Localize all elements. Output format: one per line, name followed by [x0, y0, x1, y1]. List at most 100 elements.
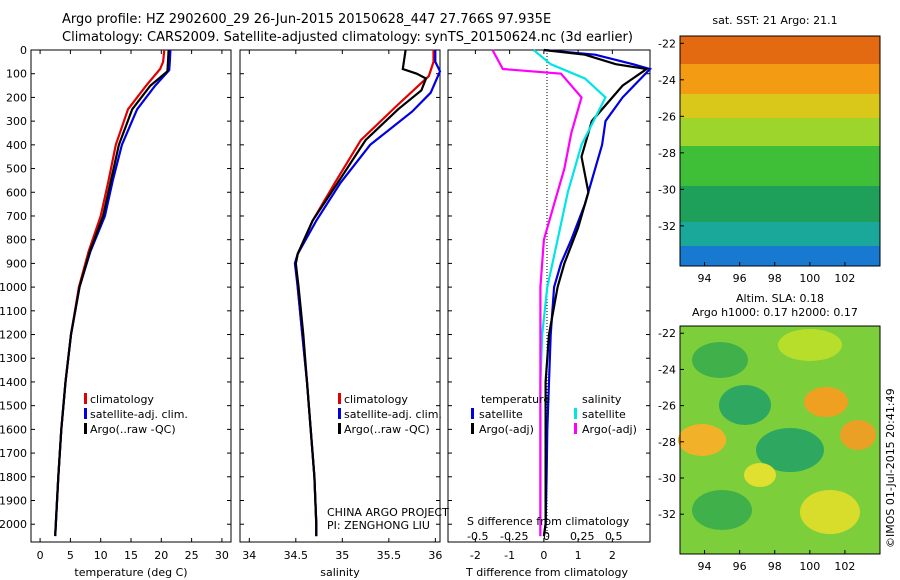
y-tick-label: 1500 [0, 400, 27, 413]
y-tick-label: 1200 [0, 329, 27, 342]
y-tick-label: 1700 [0, 447, 27, 460]
legend-swatch-climatology [84, 393, 87, 404]
title-line-2: Climatology: CARS2009. Satellite-adjuste… [62, 30, 633, 45]
sst-map-ticks: 94 96 98 100 102 -22 -24 -26 -28 -30 -32 [658, 37, 855, 285]
sst-band [680, 246, 880, 266]
sla-map [678, 325, 881, 555]
x-tick-label: 35 [335, 549, 349, 562]
x-tick-label: 1 [575, 549, 582, 562]
y-tick-label: 1900 [0, 495, 27, 508]
x-tick-label: 10 [94, 549, 108, 562]
map-y-tick-label: -24 [658, 363, 676, 376]
sla-blob [840, 420, 876, 450]
x-tick-label: 35.5 [377, 549, 402, 562]
y-tick-label: 300 [6, 115, 27, 128]
sst-map [679, 35, 881, 267]
x-tick-label: 2 [609, 549, 616, 562]
legend-label-climatology: climatology [344, 393, 408, 406]
sst-band [680, 94, 880, 118]
series-line-argo-adj- [491, 49, 583, 537]
y-tick-label: 200 [6, 91, 27, 104]
map-x-tick-label: 100 [799, 560, 820, 573]
y-tick-label: 500 [6, 163, 27, 176]
sla-blob [678, 424, 726, 456]
difference-panel-frame [447, 49, 651, 543]
credit-stamp: ©IMOS 01-Jul-2015 20:41:49 [884, 388, 897, 548]
sla-blob [756, 428, 824, 472]
secondary-axis-label: S difference from climatology [467, 515, 630, 528]
map-x-tick-label: 98 [768, 272, 782, 285]
series-line-argo-raw-qc- [294, 49, 428, 537]
sla-map-title-1: Altim. SLA: 0.18 [736, 292, 824, 305]
map-x-tick-label: 94 [698, 272, 712, 285]
map-y-tick-label: -28 [658, 436, 676, 449]
sla-blob [778, 329, 842, 361]
difference-axis-label: T difference from climatology [465, 566, 628, 579]
y-tick-label: 1100 [0, 305, 27, 318]
sla-map-ticks: 94 96 98 100 102 -22 -24 -26 -28 -30 -32 [658, 327, 855, 573]
legend-label-climatology: climatology [90, 393, 154, 406]
legend-label-satellite: satellite-adj. clim. [344, 408, 442, 421]
secondary-tick: -0.5 [467, 530, 488, 543]
map-y-tick-label: -32 [658, 508, 676, 521]
sla-map-title-2: Argo h1000: 0.17 h2000: 0.17 [692, 306, 858, 319]
secondary-tick: 0.5 [605, 530, 623, 543]
x-tick-label: 25 [185, 549, 199, 562]
map-y-tick-label: -28 [658, 147, 676, 160]
salinity-axis-label: salinity [320, 566, 360, 579]
map-x-tick-label: 94 [698, 560, 712, 573]
y-tick-label: 1400 [0, 376, 27, 389]
legend-label-s-satellite: satellite [582, 408, 626, 421]
map-y-tick-label: -30 [658, 183, 676, 196]
secondary-ticks: -0.5 -0.25 0 0.25 0.5 [467, 530, 623, 543]
y-tick-label: 1000 [0, 281, 27, 294]
x-tick-label: 20 [154, 549, 168, 562]
legend-swatch-t-argo [471, 423, 474, 434]
x-tick-label: 15 [124, 549, 138, 562]
map-y-tick-label: -22 [658, 327, 676, 340]
sla-map-frame [679, 325, 881, 555]
map-y-tick-label: -26 [658, 400, 676, 413]
legend-label-s-argo: Argo(-adj) [582, 423, 637, 436]
y-tick-label: 900 [6, 257, 27, 270]
secondary-tick: -0.25 [500, 530, 528, 543]
legend-swatch-s-satellite [574, 408, 577, 419]
profile-lines [54, 48, 653, 537]
legend-label-t-satellite: satellite [479, 408, 523, 421]
temperature-axis-label: temperature (deg C) [74, 566, 187, 579]
legend-label-argo: Argo(..raw -QC) [344, 423, 430, 436]
map-y-tick-label: -32 [658, 220, 676, 233]
sst-band [680, 64, 880, 94]
y-tick-label: 800 [6, 234, 27, 247]
salinity-legend: climatology satellite-adj. clim. Argo(..… [338, 393, 442, 436]
legend-label-argo: Argo(..raw -QC) [90, 423, 176, 436]
sla-blob [800, 490, 860, 534]
y-tick-label: 1800 [0, 471, 27, 484]
legend-title-salinity: salinity [582, 393, 622, 406]
secondary-tick: 0 [543, 530, 550, 543]
sst-band [680, 222, 880, 246]
x-tick-label: 34 [242, 549, 256, 562]
x-tick-label: 30 [215, 549, 229, 562]
legend-title-temperature: temperature [481, 393, 550, 406]
x-tick-label: -1 [504, 549, 515, 562]
map-y-tick-label: -24 [658, 74, 676, 87]
temperature-legend: climatology satellite-adj. clim. Argo(..… [84, 393, 188, 436]
x-tick-label: -2 [470, 549, 481, 562]
title-line-1: Argo profile: HZ 2902600_29 26-Jun-2015 … [62, 12, 552, 27]
sst-band [680, 118, 880, 146]
project-pi: PI: ZENGHONG LIU [327, 519, 430, 532]
sla-blob [692, 342, 748, 378]
map-x-tick-label: 98 [768, 560, 782, 573]
sla-blob [692, 490, 752, 530]
sla-blob [719, 385, 771, 425]
sst-map-title: sat. SST: 21 Argo: 21.1 [712, 14, 837, 27]
depth-ticks: 0 100 200 300 400 500 600 700 800 900 1000 1100 1200… [0, 44, 650, 531]
sla-blob [744, 463, 776, 487]
legend-label-satellite: satellite-adj. clim. [90, 408, 188, 421]
legend-swatch-satellite [338, 408, 341, 419]
map-x-tick-label: 100 [799, 272, 820, 285]
y-tick-label: 700 [6, 210, 27, 223]
series-line-argo-raw-qc- [54, 49, 170, 537]
